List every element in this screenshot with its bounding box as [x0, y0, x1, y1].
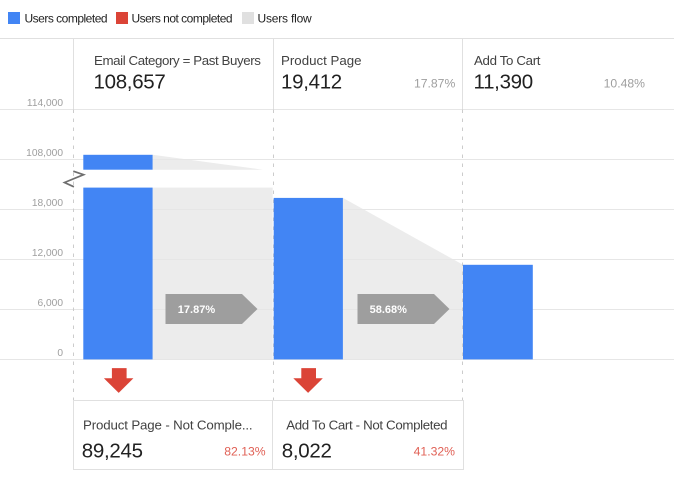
- svg-text:17.87%: 17.87%: [178, 304, 216, 316]
- svg-text:8,022: 8,022: [282, 439, 332, 462]
- svg-text:19,412: 19,412: [281, 70, 342, 93]
- svg-text:114,000: 114,000: [27, 98, 63, 109]
- svg-text:10.48%: 10.48%: [604, 77, 645, 91]
- svg-text:Product Page: Product Page: [281, 53, 362, 68]
- svg-text:Users not completed: Users not completed: [132, 12, 233, 26]
- svg-text:11,390: 11,390: [474, 70, 533, 93]
- svg-text:41.32%: 41.32%: [414, 444, 455, 458]
- svg-text:18,000: 18,000: [32, 198, 63, 209]
- svg-text:89,245: 89,245: [82, 439, 143, 462]
- svg-text:Product Page - Not Comple...: Product Page - Not Comple...: [83, 417, 252, 432]
- svg-text:Users flow: Users flow: [258, 12, 313, 26]
- svg-text:Users completed: Users completed: [25, 12, 108, 26]
- svg-text:Add To Cart - Not Completed: Add To Cart - Not Completed: [286, 417, 447, 432]
- svg-text:0: 0: [57, 348, 63, 359]
- svg-text:12,000: 12,000: [32, 248, 63, 259]
- svg-text:82.13%: 82.13%: [224, 444, 265, 458]
- svg-text:108,657: 108,657: [94, 70, 166, 93]
- svg-text:108,000: 108,000: [26, 148, 63, 159]
- svg-text:Add To Cart: Add To Cart: [474, 53, 541, 68]
- svg-text:6,000: 6,000: [38, 298, 64, 309]
- svg-text:Email Category = Past Buyers: Email Category = Past Buyers: [94, 53, 261, 68]
- svg-text:17.87%: 17.87%: [414, 77, 455, 91]
- svg-text:58.68%: 58.68%: [370, 304, 408, 316]
